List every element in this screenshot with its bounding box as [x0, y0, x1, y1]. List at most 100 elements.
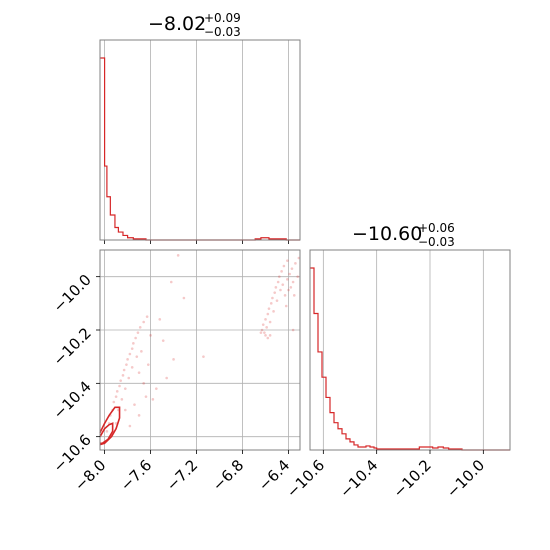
scatter-point	[123, 387, 127, 390]
scatter-point	[284, 304, 288, 308]
scatter-point	[142, 320, 145, 324]
scatter-point	[294, 262, 297, 265]
scatter-point	[263, 331, 266, 334]
scatter-point	[273, 291, 277, 294]
scatter-point	[151, 398, 155, 401]
scatter-point	[286, 278, 289, 281]
scatter-point	[137, 414, 141, 417]
scatter-point	[125, 363, 128, 366]
scatter-point	[134, 336, 137, 340]
scatter-point	[296, 275, 300, 278]
scatter-point	[282, 264, 286, 268]
scatter-point	[130, 347, 134, 350]
histogram-2-title-lower: −0.03	[418, 235, 455, 249]
histogram-panel-param-1: −8.02 +0.09 −0.03	[99, 11, 301, 244]
joint-tick-label-x: −8.0	[71, 456, 109, 494]
scatter-point	[140, 350, 143, 353]
scatter-point	[182, 296, 186, 300]
histogram-2-ticks: −10.6 −10.4 −10.2 −10.0	[283, 450, 488, 501]
contour-line	[99, 406, 121, 446]
scatter-point	[259, 331, 263, 334]
joint-tick-label-y: −10.4	[50, 377, 95, 422]
histogram-2-tick-label: −10.4	[336, 456, 381, 501]
scatter-point	[266, 312, 270, 316]
scatter-point	[291, 280, 295, 284]
histogram-2-frame	[309, 249, 511, 451]
scatter-point	[118, 384, 121, 388]
scatter-point	[127, 376, 131, 380]
scatter-point	[133, 403, 136, 406]
joint-tick-label-y: −10.2	[50, 324, 95, 369]
scatter-point	[268, 334, 272, 337]
scatter-point	[281, 283, 285, 286]
scatter-point	[291, 328, 295, 332]
scatter-point	[119, 379, 122, 382]
histogram-2-title-main: −10.60	[352, 223, 422, 245]
histogram-panel-param-2: −10.60 +0.06 −0.03 −10.6 −10.4 −10.2 −10.0	[283, 221, 511, 501]
histogram-2-tick-label: −10.0	[443, 456, 488, 501]
joint-ticks: −8.0 −7.6 −7.2 −6.8 −6.4−10.6−10.4−10.2−10.0	[50, 271, 294, 495]
histogram-1-grid	[104, 40, 289, 244]
scatter-point	[135, 355, 139, 358]
scatter-point	[286, 259, 289, 262]
scatter-point	[275, 299, 279, 302]
scatter-point	[265, 326, 268, 329]
scatter-point	[279, 288, 282, 292]
scatter-point	[274, 286, 278, 289]
scatter-point	[137, 371, 141, 374]
scatter-point	[269, 302, 273, 305]
scatter-point	[120, 398, 124, 401]
histogram-1-frame	[99, 39, 301, 241]
scatter-point	[149, 334, 152, 337]
scatter-point	[271, 296, 274, 300]
scatter-point	[289, 286, 293, 289]
scatter-point	[290, 267, 294, 270]
histogram-1-title-lower: −0.03	[204, 25, 241, 39]
scatter-point	[202, 355, 205, 358]
scatter-point	[158, 318, 162, 321]
joint-tick-label-x: −7.6	[117, 456, 155, 494]
scatter-point	[278, 275, 281, 278]
joint-tick-label-x: −7.2	[163, 456, 201, 494]
histogram-2-title-upper: +0.06	[418, 221, 455, 235]
scatter-point	[123, 408, 127, 412]
joint-tick-label-x: −6.8	[209, 456, 247, 494]
scatter-point	[128, 424, 132, 428]
scatter-point	[121, 374, 125, 377]
scatter-point	[176, 254, 180, 257]
scatter-point	[128, 352, 132, 356]
joint-tick-label-y: −10.0	[50, 271, 95, 316]
joint-frame	[99, 249, 301, 451]
histogram-2-tick-label: −10.2	[390, 456, 435, 501]
scatter-point	[105, 430, 109, 433]
scatter-point	[261, 323, 265, 326]
scatter-point	[266, 336, 270, 340]
scatter-point	[276, 280, 280, 284]
scatter-point	[145, 315, 149, 318]
scatter-point	[172, 358, 175, 361]
scatter-point	[126, 358, 129, 361]
scatter-point	[146, 363, 150, 366]
histogram-1-title-upper: +0.09	[204, 11, 241, 25]
histogram-2-grid	[322, 250, 484, 450]
histogram-2-steps	[310, 267, 510, 451]
scatter-point	[144, 395, 148, 398]
scatter-point	[161, 339, 165, 342]
joint-contours	[99, 406, 121, 446]
histogram-1-steps	[100, 57, 300, 241]
scatter-point	[264, 318, 267, 321]
scatter-point	[260, 328, 264, 332]
joint-grid	[100, 250, 300, 450]
scatter-point	[112, 400, 116, 404]
scatter-point	[165, 376, 168, 380]
scatter-point	[288, 272, 291, 276]
scatter-point	[264, 334, 267, 337]
histogram-1-title-main: −8.02	[148, 13, 206, 35]
contour-line	[99, 422, 114, 445]
scatter-point	[155, 387, 158, 390]
scatter-point	[280, 270, 283, 273]
scatter-point	[115, 390, 119, 393]
scatter-point	[272, 310, 275, 313]
scatter-point	[138, 326, 142, 329]
scatter-point	[268, 320, 272, 324]
